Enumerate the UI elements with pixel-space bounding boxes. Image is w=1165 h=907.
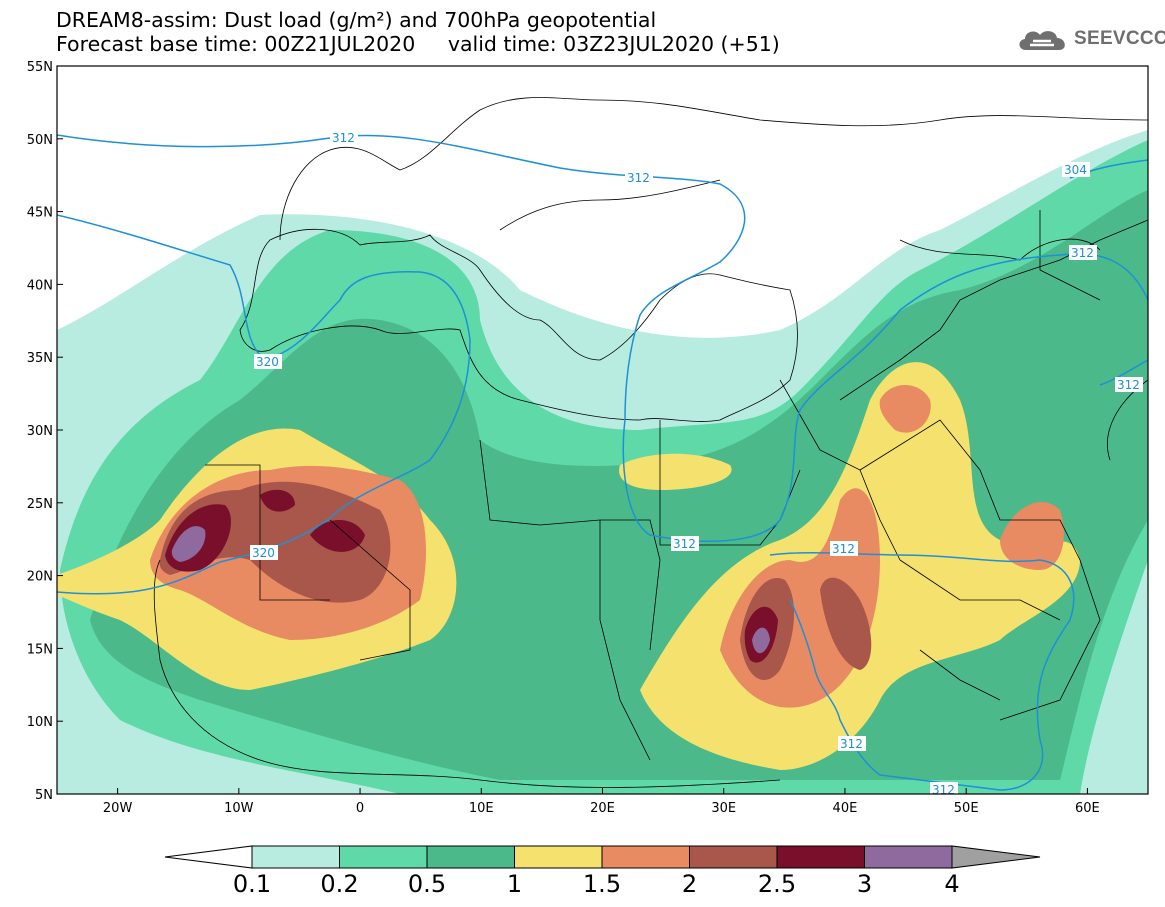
- colorbar-high-triangle: [951, 845, 1041, 869]
- map-title: DREAM8-assim: Dust load (g/m²) and 700hP…: [56, 8, 780, 56]
- lon-tick-label: 30E: [711, 801, 736, 816]
- lon-tick-label: 60E: [1075, 801, 1100, 816]
- lon-tick-label: 20W: [103, 801, 133, 816]
- colorbar-segment: [776, 845, 865, 869]
- lat-tick-label: 20N: [27, 570, 53, 585]
- colorbar-level-label: 0.1: [232, 870, 272, 898]
- lon-tick-label: 10W: [224, 801, 254, 816]
- colorbar-segment: [251, 845, 340, 869]
- colorbar-level-label: 2: [681, 870, 698, 898]
- colorbar-level-label: 4: [944, 870, 960, 898]
- lon-tick-label: 40E: [833, 801, 858, 816]
- contour-label: 312: [1117, 378, 1140, 392]
- lat-tick-label: 35N: [27, 351, 53, 366]
- title-line-2: Forecast base time: 00Z21JUL2020 valid t…: [56, 32, 780, 56]
- colorbar-segment: [426, 845, 515, 869]
- longitude-axis: 20W 10W 0 10E 20E 30E 40E 50E 60E: [103, 788, 1100, 816]
- colorbar-level-label: 3: [856, 870, 873, 898]
- coastlines-borders: [153, 97, 1148, 788]
- logo-text: SEEVCCC: [1074, 28, 1165, 49]
- latitude-axis: 55N 50N 45N 40N 35N 30N 25N 20N 15N 10N 5N: [27, 60, 63, 803]
- lat-tick-label: 30N: [27, 424, 53, 439]
- lat-tick-label: 10N: [27, 715, 53, 730]
- lon-tick-label: 20E: [590, 801, 615, 816]
- lat-tick-label: 25N: [27, 497, 53, 512]
- lon-tick-label: 10E: [469, 801, 494, 816]
- title-line-1: DREAM8-assim: Dust load (g/m²) and 700hP…: [56, 8, 657, 32]
- colorbar-segment: [601, 845, 690, 869]
- contour-label: 304: [1064, 163, 1087, 177]
- colorbar-level-label: 0.5: [407, 870, 447, 898]
- seevccc-logo: SEEVCCC: [1016, 26, 1165, 52]
- contour-label: 320: [256, 355, 279, 369]
- contour-label: 312: [832, 542, 855, 556]
- colorbar-level-label: 0.2: [320, 870, 359, 898]
- dust-field: [57, 66, 1148, 794]
- colorbar-level-label: 2.5: [757, 870, 797, 898]
- cloud-logo-icon: [1019, 31, 1065, 50]
- colorbar-segment: [514, 845, 603, 869]
- lat-tick-label: 40N: [27, 278, 53, 293]
- contour-labels: 312 312 304 312 312 320 320 312 312 312 …: [250, 130, 1143, 797]
- lon-tick-label: 50E: [954, 801, 979, 816]
- lat-tick-label: 5N: [35, 788, 53, 803]
- colorbar-segment: [864, 845, 953, 869]
- lon-tick-label: 0: [356, 801, 364, 816]
- contour-label: 312: [332, 131, 355, 145]
- contour-label: 312: [840, 737, 863, 751]
- colorbar: [164, 845, 1041, 869]
- colorbar-low-triangle: [164, 845, 253, 869]
- lat-tick-label: 45N: [27, 206, 53, 221]
- colorbar-segment: [339, 845, 428, 869]
- contour-label: 312: [673, 537, 696, 551]
- contour-label: 320: [252, 546, 275, 560]
- colorbar-segment: [689, 845, 778, 869]
- contour-label: 312: [932, 783, 955, 797]
- contour-label: 312: [1071, 246, 1094, 260]
- colorbar-level-label: 1: [506, 870, 523, 898]
- lat-tick-label: 15N: [27, 642, 53, 657]
- contour-label: 312: [627, 171, 650, 185]
- lat-tick-label: 55N: [27, 60, 53, 75]
- lat-tick-label: 50N: [27, 133, 53, 148]
- colorbar-level-label: 1.5: [582, 870, 622, 898]
